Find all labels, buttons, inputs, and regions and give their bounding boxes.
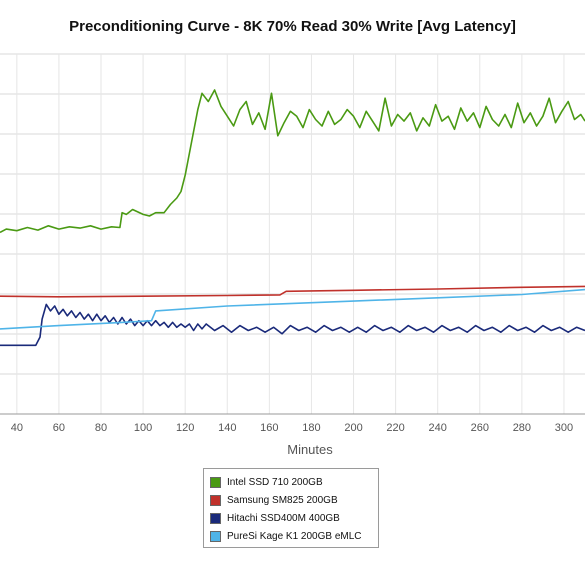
series-line-3 — [0, 303, 585, 347]
series-layer — [0, 89, 585, 347]
series-line-1 — [0, 89, 585, 234]
legend-swatch — [210, 512, 221, 524]
axis-layer: 40 60 80 100 120 140 160 180 200 220 240 260 280 300 — [0, 413, 585, 434]
x-tick-label: 120 — [176, 422, 194, 434]
x-tick-label: 60 — [53, 422, 65, 434]
chart-title: Preconditioning Curve - 8K 70% Read 30% … — [69, 18, 516, 35]
x-axis-title: Minutes — [287, 442, 333, 457]
legend-label: Hitachi SSD400M 400GB — [227, 512, 340, 524]
x-tick-label: 260 — [471, 422, 489, 434]
x-tick-label: 100 — [134, 422, 152, 434]
legend-label: Intel SSD 710 200GB — [227, 476, 323, 488]
legend-label: PureSi Kage K1 200GB eMLC — [227, 530, 362, 542]
x-tick-label: 160 — [260, 422, 278, 434]
x-tick-label: 180 — [302, 422, 320, 434]
legend-item: PureSi Kage K1 200GB eMLC — [210, 527, 372, 545]
legend: Intel SSD 710 200GB Samsung SM825 200GB Hi… — [203, 468, 379, 548]
x-tick-label: 40 — [11, 422, 23, 434]
grid-layer — [0, 53, 585, 415]
legend-item: Hitachi SSD400M 400GB — [210, 509, 372, 527]
legend-item: Samsung SM825 200GB — [210, 491, 372, 509]
x-tick-label: 280 — [513, 422, 531, 434]
legend-swatch — [210, 494, 221, 506]
legend-label: Samsung SM825 200GB — [227, 494, 338, 506]
x-tick-label: 240 — [429, 422, 447, 434]
x-tick-label: 300 — [555, 422, 573, 434]
x-tick-label: 220 — [386, 422, 404, 434]
legend-swatch — [210, 530, 221, 542]
series-line-2 — [0, 285, 585, 298]
legend-swatch — [210, 476, 221, 488]
x-tick-label: 200 — [344, 422, 362, 434]
x-tick-label: 140 — [218, 422, 236, 434]
x-tick-label: 80 — [95, 422, 107, 434]
legend-item: Intel SSD 710 200GB — [210, 473, 372, 491]
series-line-4 — [0, 288, 585, 330]
